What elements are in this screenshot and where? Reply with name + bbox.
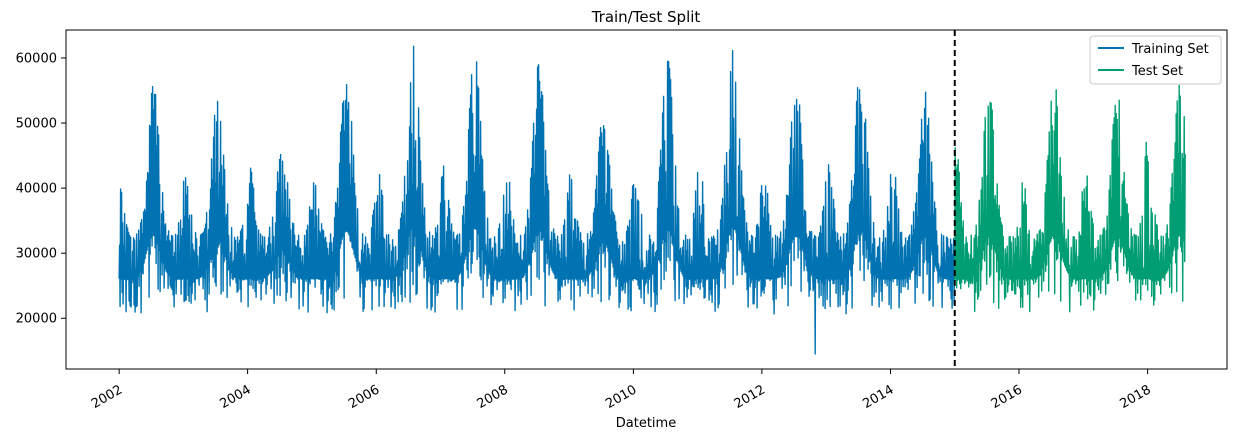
y-tick-label: 40000 <box>16 182 57 197</box>
series-line-test-set <box>954 84 1186 313</box>
legend: Training Set Test Set <box>1089 35 1222 85</box>
series-layer <box>118 45 1186 355</box>
y-axis: 20000 30000 40000 50000 60000 <box>16 51 66 327</box>
y-tick-label: 60000 <box>16 51 57 66</box>
legend-label-training-set: Training Set <box>1131 42 1209 57</box>
y-tick-label: 20000 <box>16 312 57 327</box>
plot-frame <box>65 29 1228 370</box>
y-tick-label: 30000 <box>16 247 57 262</box>
y-tick-label: 50000 <box>16 117 57 132</box>
legend-label-test-set: Test Set <box>1131 64 1183 79</box>
x-axis-title: Datetime <box>616 416 676 431</box>
chart-title: Train/Test Split <box>591 8 701 26</box>
series-line-training-set <box>118 45 956 355</box>
